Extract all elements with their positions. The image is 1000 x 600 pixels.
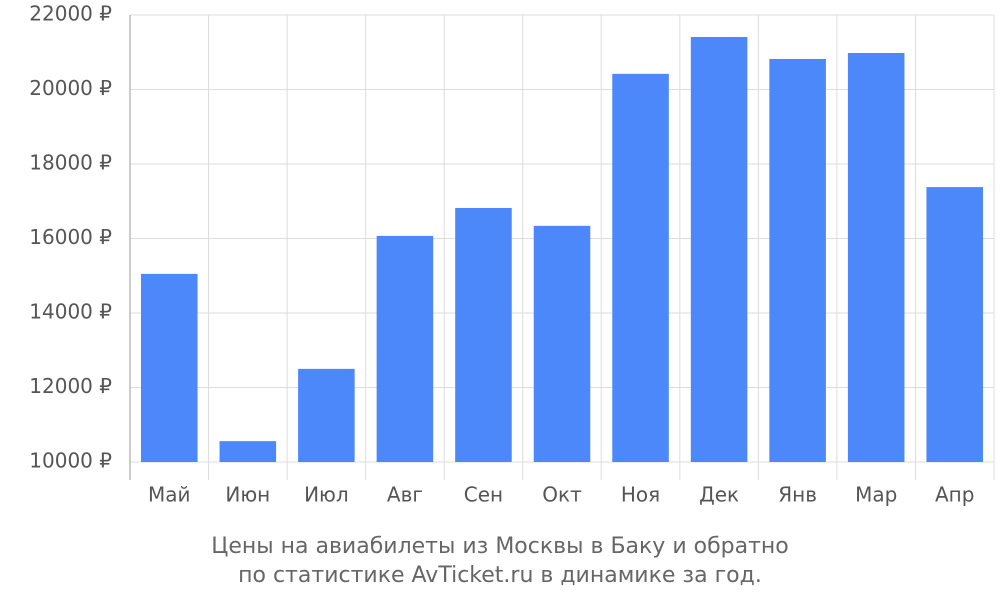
x-tick-label: Июн: [225, 483, 270, 507]
bar: [690, 36, 748, 462]
bar: [376, 235, 434, 462]
bar: [140, 273, 198, 462]
chart-subtitle: по статистике AvTicket.ru в динамике за …: [238, 563, 762, 588]
chart-title: Цены на авиабилеты из Москвы в Баку и об…: [211, 534, 789, 559]
y-tick-label: 14000 ₽: [29, 300, 112, 324]
x-tick-label: Сен: [464, 483, 503, 507]
x-tick-label: Окт: [542, 483, 582, 507]
bar: [455, 207, 512, 462]
x-tick-label: Мар: [855, 483, 897, 507]
bar: [926, 187, 984, 462]
x-tick-label: Авг: [387, 483, 423, 507]
y-tick-label: 20000 ₽: [29, 76, 112, 100]
y-tick-label: 10000 ₽: [29, 449, 112, 473]
x-tick-label: Янв: [778, 483, 817, 507]
y-tick-label: 16000 ₽: [29, 225, 112, 249]
bar: [533, 225, 591, 462]
x-tick-label: Июл: [304, 483, 349, 507]
bar: [219, 441, 277, 462]
bar: [769, 58, 826, 462]
bar: [298, 368, 355, 462]
y-tick-label: 18000 ₽: [29, 151, 112, 175]
x-tick-label: Май: [148, 483, 191, 507]
y-tick-label: 12000 ₽: [29, 374, 112, 398]
x-tick-label: Апр: [935, 483, 974, 507]
y-tick-label: 22000 ₽: [29, 2, 112, 26]
bar: [612, 73, 669, 462]
bar: [847, 52, 905, 463]
x-tick-label: Дек: [699, 483, 739, 507]
x-tick-label: Ноя: [621, 483, 660, 507]
